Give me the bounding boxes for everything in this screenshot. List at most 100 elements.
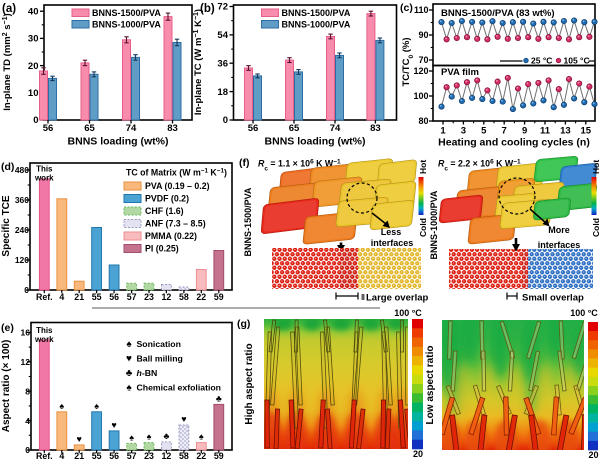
svg-text:105 °C: 105 °C	[564, 56, 590, 66]
svg-text:Heating and cooling cycles (n): Heating and cooling cycles (n)	[438, 137, 590, 149]
svg-text:120: 120	[15, 255, 29, 265]
svg-text:Low aspect ratio: Low aspect ratio	[425, 346, 436, 425]
svg-text:54: 54	[217, 30, 228, 41]
svg-text:More: More	[548, 225, 570, 235]
svg-text:13: 13	[560, 126, 571, 137]
svg-text:BNNS-1000/PVA: BNNS-1000/PVA	[429, 190, 439, 259]
svg-text:16: 16	[21, 328, 31, 338]
svg-text:9: 9	[522, 126, 527, 137]
svg-text:CHF (1.6): CHF (1.6)	[145, 206, 184, 216]
svg-text:58: 58	[179, 451, 189, 461]
svg-text:(a): (a)	[2, 3, 16, 15]
svg-text:0: 0	[33, 115, 38, 126]
svg-text:♣: ♣	[163, 431, 169, 441]
svg-text:♠: ♠	[59, 401, 64, 411]
svg-text:(e): (e)	[1, 322, 14, 334]
svg-text:High aspect ratio: High aspect ratio	[244, 343, 255, 424]
svg-text:PVA film: PVA film	[441, 67, 479, 78]
svg-text:Less: Less	[381, 227, 402, 237]
svg-text:Hot: Hot	[591, 160, 600, 174]
svg-text:Hot: Hot	[418, 160, 428, 174]
svg-text:(f): (f)	[239, 157, 250, 169]
svg-text:74: 74	[126, 123, 137, 134]
svg-text:BNNS-1000/PVA: BNNS-1000/PVA	[92, 20, 161, 30]
svg-text:♠: ♠	[199, 432, 204, 442]
svg-text:83: 83	[167, 123, 178, 134]
svg-text:21: 21	[74, 292, 84, 302]
svg-text:work: work	[34, 174, 54, 183]
svg-text:55: 55	[92, 451, 102, 461]
svg-text:12: 12	[21, 357, 31, 367]
svg-text:59: 59	[214, 451, 224, 461]
svg-text:23: 23	[144, 292, 154, 302]
svg-text:Ref.: Ref.	[36, 451, 53, 461]
svg-text:0: 0	[25, 445, 30, 455]
svg-text:57: 57	[127, 451, 137, 461]
svg-text:Sonication: Sonication	[137, 339, 181, 349]
svg-text:8: 8	[25, 386, 30, 396]
svg-text:interfaces: interfaces	[371, 238, 414, 248]
svg-text:♠: ♠	[94, 401, 99, 411]
svg-text:BNNS-1000/PVA: BNNS-1000/PVA	[282, 20, 351, 30]
svg-text:11: 11	[540, 126, 551, 137]
svg-text:20: 20	[28, 61, 39, 72]
svg-text:56: 56	[43, 123, 54, 134]
svg-text:Large overlap: Large overlap	[366, 293, 428, 304]
svg-text:interfaces: interfaces	[538, 240, 581, 250]
svg-text:4: 4	[59, 292, 64, 302]
svg-text:360: 360	[15, 195, 29, 205]
svg-text:56: 56	[109, 292, 119, 302]
svg-text:Cold: Cold	[591, 218, 600, 237]
svg-text:Small overlap: Small overlap	[522, 293, 584, 304]
svg-text:30: 30	[28, 34, 39, 45]
svg-text:22: 22	[196, 292, 206, 302]
svg-text:Aspect ratio (× 100): Aspect ratio (× 100)	[1, 340, 12, 433]
svg-text:10: 10	[28, 88, 39, 99]
svg-text:Chemical exfoliation: Chemical exfoliation	[137, 383, 221, 393]
svg-text:♠: ♠	[129, 432, 134, 442]
svg-text:(d): (d)	[1, 161, 14, 173]
svg-text:3: 3	[461, 126, 466, 137]
svg-text:work: work	[34, 335, 54, 344]
svg-text:7: 7	[502, 126, 507, 137]
svg-text:TC/TC0 (%): TC/TC0 (%)	[401, 37, 415, 86]
svg-text:PMMA (0.22): PMMA (0.22)	[145, 231, 197, 241]
svg-text:Ref.: Ref.	[36, 292, 53, 302]
svg-text:90: 90	[418, 30, 428, 40]
svg-text:♥: ♥	[111, 420, 116, 430]
svg-text:23: 23	[144, 451, 154, 461]
svg-text:Cold: Cold	[418, 218, 428, 237]
svg-text:In-plane TC (W m−1 K−1): In-plane TC (W m−1 K−1)	[193, 9, 205, 115]
svg-text:56: 56	[109, 451, 119, 461]
svg-text:59: 59	[214, 292, 224, 302]
svg-text:♠: ♠	[126, 383, 132, 394]
svg-text:57: 57	[127, 292, 137, 302]
svg-text:100 °C: 100 °C	[394, 308, 422, 318]
svg-text:PVA (0.19 – 0.2): PVA (0.19 – 0.2)	[145, 181, 210, 191]
svg-text:72: 72	[217, 2, 228, 13]
svg-text:(b): (b)	[200, 3, 215, 15]
svg-text:BNNS-1500/PVA (83 wt%): BNNS-1500/PVA (83 wt%)	[441, 8, 555, 19]
svg-text:♠: ♠	[147, 432, 152, 442]
svg-text:40: 40	[28, 6, 39, 17]
svg-text:25 °C: 25 °C	[531, 56, 552, 66]
svg-text:♥: ♥	[181, 414, 186, 424]
svg-text:PVDF (0.2): PVDF (0.2)	[145, 194, 189, 204]
svg-text:480: 480	[15, 165, 29, 175]
svg-text:70: 70	[418, 55, 428, 65]
svg-text:55: 55	[92, 292, 102, 302]
svg-text:22: 22	[196, 451, 206, 461]
svg-text:100 °C: 100 °C	[570, 308, 598, 318]
svg-text:BNNS-1500/PVA: BNNS-1500/PVA	[243, 187, 253, 256]
svg-text:h-BN: h-BN	[137, 368, 158, 378]
svg-text:74: 74	[330, 123, 341, 134]
svg-text:TC of Matrix (W m−1 K−1): TC of Matrix (W m−1 K−1)	[126, 167, 227, 178]
svg-text:BNNS-1500/PVA: BNNS-1500/PVA	[92, 8, 161, 18]
svg-text:240: 240	[15, 225, 29, 235]
svg-text:♣: ♣	[126, 368, 133, 379]
svg-text:65: 65	[84, 123, 95, 134]
svg-text:This: This	[36, 165, 53, 174]
svg-text:PI (0.25): PI (0.25)	[145, 244, 179, 254]
svg-text:12: 12	[162, 451, 172, 461]
svg-text:♣: ♣	[216, 393, 222, 403]
